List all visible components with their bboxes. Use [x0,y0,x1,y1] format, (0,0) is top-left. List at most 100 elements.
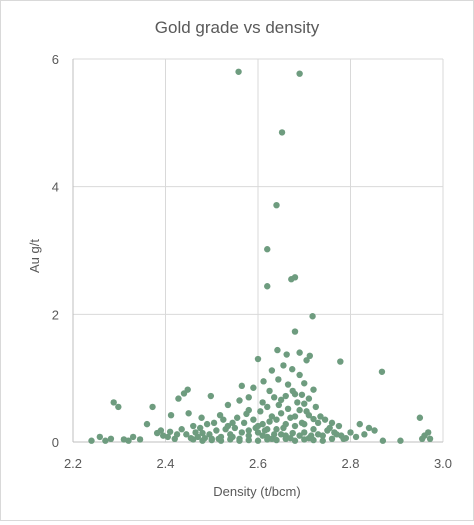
data-point [185,410,192,417]
data-point [296,432,303,439]
data-point [291,422,299,430]
data-point [326,424,333,432]
data-point [264,403,271,411]
data-point [296,70,303,77]
data-point [296,406,303,414]
data-point [291,413,299,420]
data-point [88,437,95,444]
data-point [245,432,252,439]
data-point [301,429,308,436]
data-point [149,403,156,411]
data-point [259,432,266,439]
x-tick-labels: 2.2 2.4 2.6 2.8 3.0 [64,456,452,471]
data-point [199,429,206,437]
data-point [303,357,310,364]
data-point [238,382,246,390]
data-point [268,413,276,420]
data-point [337,358,344,365]
data-point [283,351,290,358]
data-point [275,401,283,409]
data-point [102,437,109,444]
data-point [310,386,317,393]
data-point [231,424,239,432]
data-point [331,429,338,436]
data-point [275,376,282,383]
data-point [273,426,280,433]
data-point [201,434,209,442]
data-point [418,435,426,443]
data-point [157,427,165,434]
data-point [216,411,224,419]
y-tick-label: 0 [52,435,59,450]
data-point [264,246,271,253]
data-point [397,437,404,444]
data-point [310,426,317,433]
data-point [296,371,303,379]
x-tick-label: 2.2 [64,456,82,471]
data-point [301,400,308,407]
data-point [310,415,317,423]
data-point [110,399,117,406]
data-point [378,368,386,375]
data-point [314,431,322,438]
data-point [235,68,242,75]
data-point [245,436,252,444]
data-point [203,420,211,428]
data-point [264,426,271,433]
data-point [254,355,262,363]
data-point [175,395,182,402]
data-point [129,433,137,441]
data-point [238,429,246,436]
data-point [361,431,368,438]
data-point [273,416,280,423]
data-point [321,416,329,423]
data-point [305,395,313,402]
data-point [289,366,296,373]
data-point [207,392,215,400]
y-tick-labels: 0 2 4 6 [52,52,59,450]
data-point [270,394,278,401]
data-point [287,434,294,442]
data-point [319,437,326,444]
data-point [192,429,199,436]
data-point [317,413,324,420]
x-tick-label: 2.6 [249,456,267,471]
data-point [196,424,204,432]
data-point [288,276,295,283]
y-tick-label: 6 [52,52,59,67]
data-point [266,418,273,425]
data-point [96,433,104,441]
data-point [306,352,313,360]
data-point [213,427,220,434]
data-point [278,129,286,136]
data-point [312,403,320,411]
data-point [426,435,434,443]
data-point [309,313,316,320]
data-point [224,422,232,430]
data-point [187,434,195,442]
data-point [301,420,308,428]
data-point [266,387,273,395]
data-point [273,201,280,209]
data-point [243,410,250,418]
data-point [206,431,213,438]
data-point [229,433,236,441]
data-point [268,367,276,374]
data-point [365,424,373,432]
data-point [180,390,188,397]
data-point [352,433,360,441]
data-point [277,431,285,438]
data-point [379,437,387,444]
data-point [328,419,336,427]
data-point [274,346,281,354]
gridlines [73,58,444,442]
data-point [220,416,227,423]
data-point [328,435,336,443]
data-point [277,396,285,404]
data-point [166,428,174,435]
data-point [264,283,271,290]
data-point [305,434,313,442]
data-point [115,403,122,411]
